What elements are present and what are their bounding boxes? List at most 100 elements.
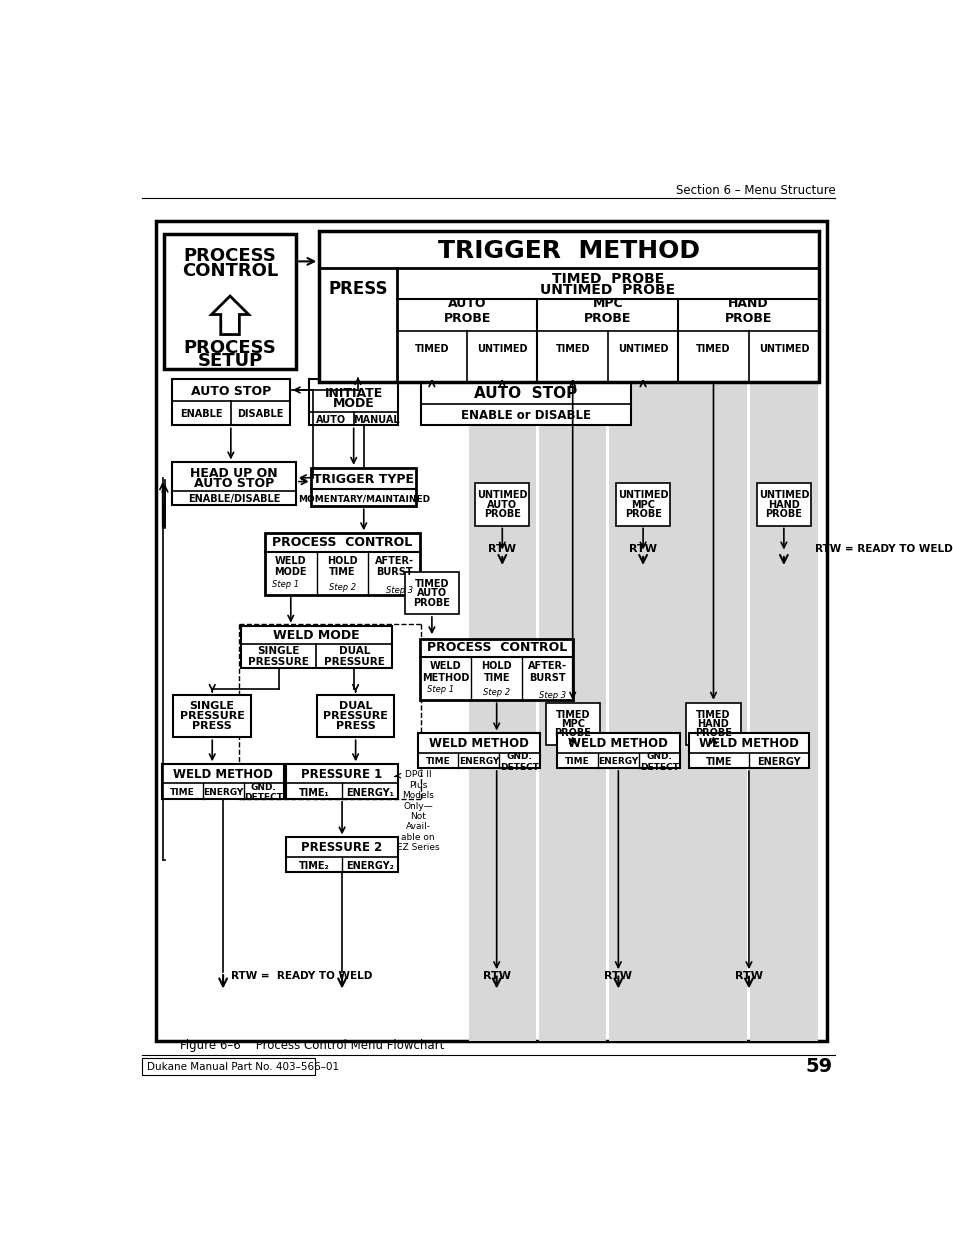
- Text: ENERGY₂: ENERGY₂: [346, 861, 394, 871]
- Bar: [609, 382, 746, 1041]
- Text: PROCESS  CONTROL: PROCESS CONTROL: [272, 536, 412, 548]
- Text: AUTO STOP: AUTO STOP: [193, 477, 274, 489]
- Text: TIMED: TIMED: [555, 710, 589, 720]
- Text: GND.
DETECT: GND. DETECT: [499, 752, 538, 772]
- Text: RTW = READY TO WELD: RTW = READY TO WELD: [814, 543, 952, 553]
- Text: ENERGY₁: ENERGY₁: [346, 788, 394, 798]
- Text: PROBE: PROBE: [695, 729, 731, 739]
- Text: GND.
DETECT: GND. DETECT: [639, 752, 678, 772]
- Text: 59: 59: [804, 1057, 831, 1077]
- Text: SINGLE: SINGLE: [190, 701, 234, 711]
- Bar: [421, 379, 630, 425]
- Text: PRESS: PRESS: [335, 721, 375, 731]
- Text: ENABLE/DISABLE: ENABLE/DISABLE: [188, 494, 280, 504]
- Text: HEAD UP ON: HEAD UP ON: [190, 467, 277, 479]
- Text: WELD
MODE: WELD MODE: [274, 556, 307, 577]
- Text: PROCESS: PROCESS: [183, 338, 276, 357]
- Text: AUTO: AUTO: [316, 415, 346, 425]
- Text: MPC
PROBE: MPC PROBE: [583, 298, 631, 326]
- Text: WELD METHOD: WELD METHOD: [699, 737, 798, 750]
- Text: TRIGGER TYPE: TRIGGER TYPE: [313, 473, 414, 485]
- Text: HAND: HAND: [697, 719, 729, 729]
- Text: TIME₁: TIME₁: [298, 788, 329, 798]
- Text: TIMED: TIMED: [415, 579, 449, 589]
- Bar: [156, 221, 826, 1041]
- Text: ENERGY: ENERGY: [757, 757, 800, 767]
- Bar: [679, 382, 746, 1041]
- Text: DUAL: DUAL: [338, 701, 372, 711]
- Text: AFTER-
BURST: AFTER- BURST: [375, 556, 414, 577]
- Bar: [468, 382, 536, 1041]
- Text: HOLD
TIME: HOLD TIME: [327, 556, 357, 577]
- Bar: [319, 231, 819, 382]
- Text: CONTROL: CONTROL: [182, 262, 278, 279]
- Bar: [309, 379, 397, 425]
- Bar: [286, 764, 397, 799]
- Text: UNTIMED: UNTIMED: [476, 345, 527, 354]
- Text: TIME: TIME: [170, 788, 194, 797]
- Bar: [316, 695, 394, 737]
- Text: WELD METHOD: WELD METHOD: [568, 737, 668, 750]
- Text: TIME₂: TIME₂: [298, 861, 329, 871]
- Text: Step 1: Step 1: [426, 685, 454, 694]
- Text: PRESSURE: PRESSURE: [323, 711, 388, 721]
- Text: TIME: TIME: [425, 757, 450, 767]
- Bar: [404, 572, 458, 614]
- Bar: [537, 299, 678, 382]
- Bar: [172, 462, 295, 505]
- Text: Section 6 – Menu Structure: Section 6 – Menu Structure: [675, 184, 835, 198]
- Bar: [756, 483, 810, 526]
- Text: WELD
METHOD: WELD METHOD: [421, 661, 469, 683]
- Text: TIMED: TIMED: [555, 345, 589, 354]
- Text: AUTO: AUTO: [416, 588, 447, 598]
- Text: GND.
DETECT: GND. DETECT: [244, 783, 283, 803]
- Text: HAND
PROBE: HAND PROBE: [724, 298, 772, 326]
- Text: UNTIMED  PROBE: UNTIMED PROBE: [539, 283, 675, 296]
- Text: TIMED: TIMED: [696, 345, 730, 354]
- Bar: [142, 1058, 314, 1076]
- Bar: [545, 703, 599, 745]
- Text: PRESSURE 2: PRESSURE 2: [301, 841, 382, 853]
- Text: Dukane Manual Part No. 403–566–01: Dukane Manual Part No. 403–566–01: [147, 1062, 339, 1072]
- Bar: [396, 299, 537, 382]
- Text: UNTIMED: UNTIMED: [618, 490, 668, 500]
- Text: RTW: RTW: [734, 971, 762, 981]
- Bar: [557, 734, 679, 768]
- Text: PRESS: PRESS: [193, 721, 232, 731]
- Bar: [311, 468, 416, 506]
- Text: TIMED: TIMED: [696, 710, 730, 720]
- Text: DUAL
PRESSURE: DUAL PRESSURE: [323, 646, 384, 667]
- Text: PROBE: PROBE: [413, 598, 450, 608]
- Bar: [265, 534, 419, 595]
- Text: UNTIMED: UNTIMED: [758, 345, 808, 354]
- Text: RTW: RTW: [482, 971, 510, 981]
- Text: Step 2: Step 2: [329, 583, 355, 592]
- Bar: [172, 379, 290, 425]
- Bar: [164, 235, 295, 369]
- Text: ENABLE: ENABLE: [180, 409, 222, 419]
- Text: AFTER-
BURST: AFTER- BURST: [528, 661, 567, 683]
- Bar: [475, 483, 529, 526]
- Text: TIMED  PROBE: TIMED PROBE: [551, 272, 663, 287]
- Text: ENERGY: ENERGY: [598, 757, 638, 767]
- Text: RTW =  READY TO WELD: RTW = READY TO WELD: [231, 971, 372, 981]
- Bar: [685, 703, 740, 745]
- Text: PROCESS  CONTROL: PROCESS CONTROL: [426, 641, 566, 655]
- Text: HAND: HAND: [767, 500, 799, 510]
- Text: UNTIMED: UNTIMED: [758, 490, 808, 500]
- Text: WELD METHOD: WELD METHOD: [173, 768, 273, 781]
- Text: MOMENTARY/MAINTAINED: MOMENTARY/MAINTAINED: [297, 494, 430, 503]
- Bar: [538, 382, 606, 1041]
- Text: Step 3: Step 3: [538, 692, 566, 700]
- Text: TRIGGER  METHOD: TRIGGER METHOD: [437, 240, 700, 263]
- Bar: [417, 734, 539, 768]
- Text: PRESSURE 1: PRESSURE 1: [301, 768, 382, 781]
- Text: AUTO: AUTO: [487, 500, 517, 510]
- Bar: [616, 483, 670, 526]
- Text: RTW: RTW: [603, 971, 632, 981]
- Bar: [286, 837, 397, 872]
- Polygon shape: [212, 296, 249, 335]
- Text: PROBE: PROBE: [554, 729, 591, 739]
- Bar: [241, 626, 392, 668]
- Text: WELD METHOD: WELD METHOD: [429, 737, 528, 750]
